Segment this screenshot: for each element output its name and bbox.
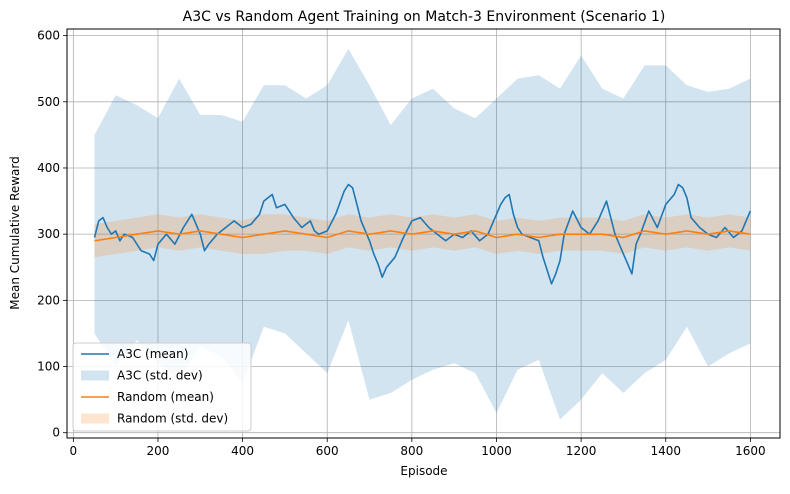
grid xyxy=(67,29,780,438)
x-tick-label: 1200 xyxy=(566,444,597,458)
y-tick-label: 500 xyxy=(37,95,60,109)
y-axis-label: Mean Cumulative Reward xyxy=(8,156,22,310)
axis-ticks: 0 200 400 600 800 1000 1200 1400 1600 0 100 200 300 4… xyxy=(37,29,766,458)
legend-label: Random (mean) xyxy=(117,390,214,404)
legend: A3C (mean) A3C (std. dev) Random (mean) Ran… xyxy=(72,342,252,432)
legend-box xyxy=(72,342,252,432)
y-tick-label: 100 xyxy=(37,360,60,374)
x-tick-label: 1000 xyxy=(481,444,512,458)
legend-label: Random (std. dev) xyxy=(117,412,228,426)
plot-frame xyxy=(66,28,781,439)
a3c-std-dev-band xyxy=(94,48,751,420)
random-mean-line xyxy=(94,230,751,242)
legend-band-swatch xyxy=(81,413,109,424)
y-tick-label: 200 xyxy=(37,293,60,307)
y-tick-label: 400 xyxy=(37,161,60,175)
chart-title: A3C vs Random Agent Training on Match-3 … xyxy=(183,9,666,25)
x-tick-label: 1600 xyxy=(735,444,766,458)
legend-label: A3C (mean) xyxy=(117,347,188,361)
y-tick-label: 600 xyxy=(37,29,60,43)
legend-label: A3C (std. dev) xyxy=(117,369,203,383)
legend-band-swatch xyxy=(81,370,109,381)
x-tick-label: 200 xyxy=(147,444,170,458)
x-tick-label: 0 xyxy=(70,444,78,458)
std-bands xyxy=(94,48,751,420)
y-tick-label: 300 xyxy=(37,227,60,241)
x-axis-label: Episode xyxy=(400,464,447,478)
mean-lines xyxy=(93,183,752,285)
x-tick-label: 600 xyxy=(316,444,339,458)
x-tick-label: 400 xyxy=(231,444,254,458)
x-tick-label: 800 xyxy=(400,444,423,458)
random-std-dev-band xyxy=(94,214,751,258)
y-tick-label: 0 xyxy=(52,426,60,440)
x-tick-label: 1400 xyxy=(650,444,681,458)
